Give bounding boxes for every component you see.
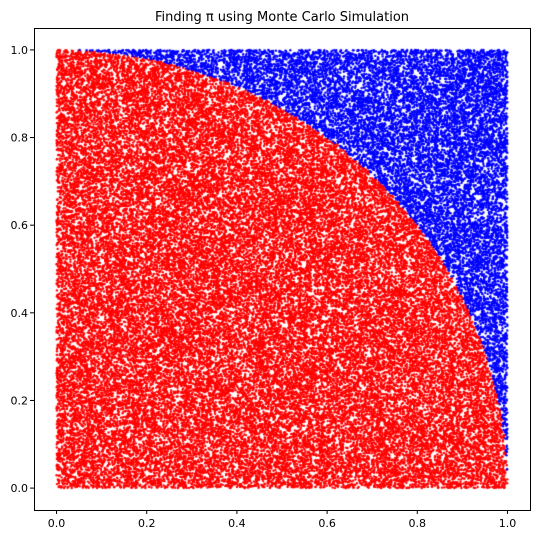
y-tick-label: 0.0 [11,482,29,495]
y-tick-label: 0.2 [11,394,29,407]
y-tick-label: 1.0 [11,44,29,57]
chart-title: Finding π using Monte Carlo Simulation [155,10,409,25]
x-tick-label: 1.0 [499,517,517,530]
x-tick-label: 0.0 [48,517,66,530]
x-axis-ticks: 0.0 0.2 0.4 0.6 0.8 1.0 [48,510,516,530]
y-tick-label: 0.8 [11,132,29,145]
x-tick-label: 0.6 [318,517,336,530]
y-tick-label: 0.6 [11,219,29,232]
y-tick-label: 0.4 [11,307,29,320]
x-tick-label: 0.4 [228,517,246,530]
x-tick-label: 0.2 [138,517,156,530]
x-tick-label: 0.8 [409,517,427,530]
y-axis-ticks: 0.0 0.2 0.4 0.6 0.8 1.0 [11,44,34,495]
